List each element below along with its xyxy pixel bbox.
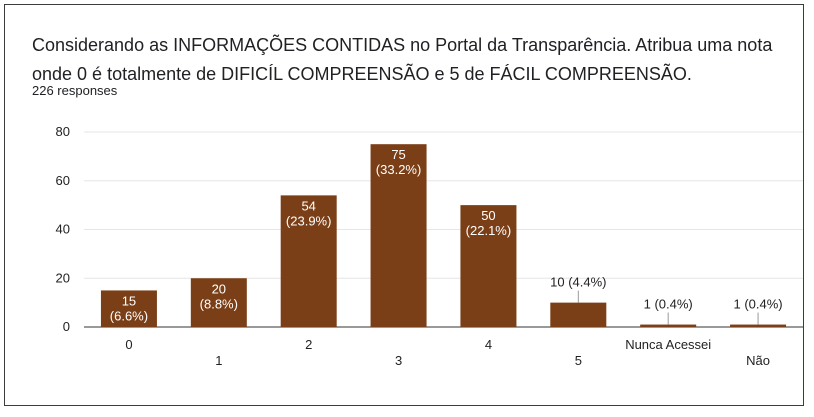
bar-percent-label: (8.8%) <box>200 296 238 311</box>
bar-0 <box>100 290 157 327</box>
x-tick-label: Nunca Acessei <box>625 337 711 352</box>
bar-2 <box>280 195 337 327</box>
y-tick-label: 60 <box>56 173 70 188</box>
y-tick-label: 20 <box>56 270 70 285</box>
responses-count: 226 responses <box>32 83 118 98</box>
bar-percent-label: (22.1%) <box>466 223 512 238</box>
bar-value-label: 75 <box>391 147 405 162</box>
bar-5 <box>550 302 607 327</box>
x-tick-label: 0 <box>125 337 132 352</box>
x-tick-label: 3 <box>395 353 402 368</box>
bar-value-label: 20 <box>212 281 226 296</box>
bar-percent-label: (23.9%) <box>286 213 332 228</box>
x-tick-label: Não <box>746 353 770 368</box>
bar-percent-label: (6.6%) <box>110 308 148 323</box>
y-tick-label: 0 <box>63 319 70 334</box>
x-tick-label: 1 <box>215 353 222 368</box>
bar-1 <box>190 278 247 327</box>
bar-3 <box>370 144 427 327</box>
bar-6 <box>640 324 697 327</box>
bar-value-label: 10 (4.4%) <box>550 275 606 290</box>
bar-value-label: 1 (0.4%) <box>644 297 693 312</box>
x-tick-label: 2 <box>305 337 312 352</box>
bar-4 <box>460 205 517 327</box>
bar-7 <box>730 324 787 327</box>
bar-value-label: 1 (0.4%) <box>733 297 782 312</box>
question-card: Considerando as INFORMAÇÕES CONTIDAS no … <box>4 4 804 406</box>
x-tick-label: 4 <box>485 337 492 352</box>
bar-value-label: 50 <box>481 208 495 223</box>
y-tick-label: 40 <box>56 222 70 237</box>
x-tick-label: 5 <box>575 353 582 368</box>
bar-value-label: 54 <box>301 198 315 213</box>
y-tick-label: 80 <box>56 124 70 139</box>
bar-value-label: 15 <box>122 293 136 308</box>
question-title: Considerando as INFORMAÇÕES CONTIDAS no … <box>32 35 773 84</box>
bar-percent-label: (33.2%) <box>376 162 422 177</box>
